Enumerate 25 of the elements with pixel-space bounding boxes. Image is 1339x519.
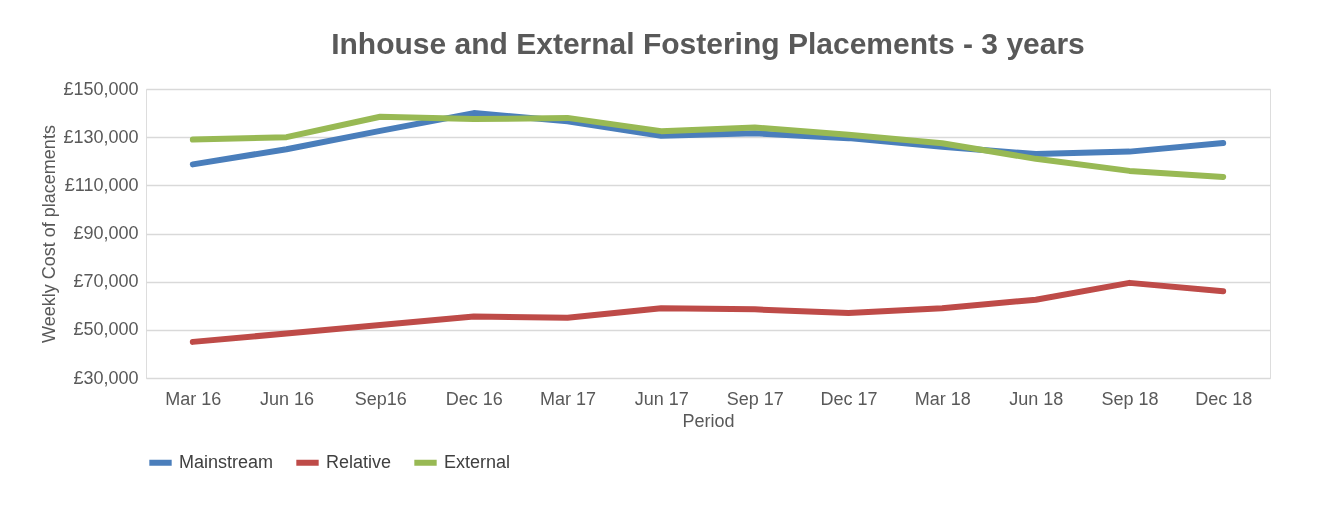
x-tick-label: Jun 16 — [259, 388, 315, 409]
legend-label: Mainstream — [179, 451, 274, 472]
y-axis-title: Weekly Cost of placements — [39, 125, 60, 343]
y-tick-label: £110,000 — [64, 174, 139, 195]
y-tick-label: £150,000 — [63, 78, 139, 99]
y-tick-label: £130,000 — [63, 126, 139, 147]
legend-label: Relative — [326, 451, 392, 472]
x-tick-label: Sep 17 — [726, 388, 784, 409]
y-tick-label: £50,000 — [73, 319, 139, 340]
y-tick-label: £30,000 — [73, 367, 139, 388]
x-tick-label: Dec 17 — [820, 388, 878, 409]
y-tick-label: £70,000 — [73, 271, 139, 292]
x-tick-label: Jun 18 — [1009, 388, 1064, 409]
x-tick-label: Mar 17 — [539, 388, 597, 409]
x-axis-title: Period — [682, 410, 735, 431]
x-tick-label: Dec 16 — [445, 388, 503, 409]
x-tick-label: Mar 16 — [165, 388, 222, 409]
y-tick-label: £90,000 — [73, 223, 139, 243]
chart-title: Inhouse and External Fostering Placements - 3 years — [331, 27, 1085, 60]
x-tick-label: Sep 18 — [1101, 388, 1159, 409]
x-tick-label: Mar 18 — [914, 388, 971, 409]
legend-label: External — [444, 451, 511, 472]
x-tick-label: Jun 17 — [634, 388, 689, 409]
x-tick-label: Sep16 — [354, 388, 407, 409]
x-tick-label: Dec 18 — [1195, 388, 1253, 409]
